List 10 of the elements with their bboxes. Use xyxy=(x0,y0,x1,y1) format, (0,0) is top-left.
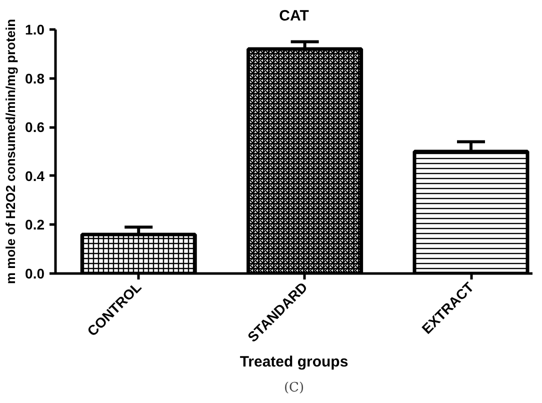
y-tick-label: 0.6 xyxy=(25,119,45,136)
y-tick-label: 0.8 xyxy=(25,70,45,86)
x-axis-title: Treated groups xyxy=(240,354,348,371)
y-tick-label: 0.4 xyxy=(25,168,45,184)
y-axis-title: m mole of H2O2 consumed/min/mg protein xyxy=(3,18,18,284)
text: (C) xyxy=(284,380,304,396)
y-tick-label: 0.2 xyxy=(25,216,45,233)
y-tick-label: 0.0 xyxy=(25,266,45,282)
y-tick-label: 1.0 xyxy=(25,22,45,38)
chart-title: CAT xyxy=(279,8,309,24)
